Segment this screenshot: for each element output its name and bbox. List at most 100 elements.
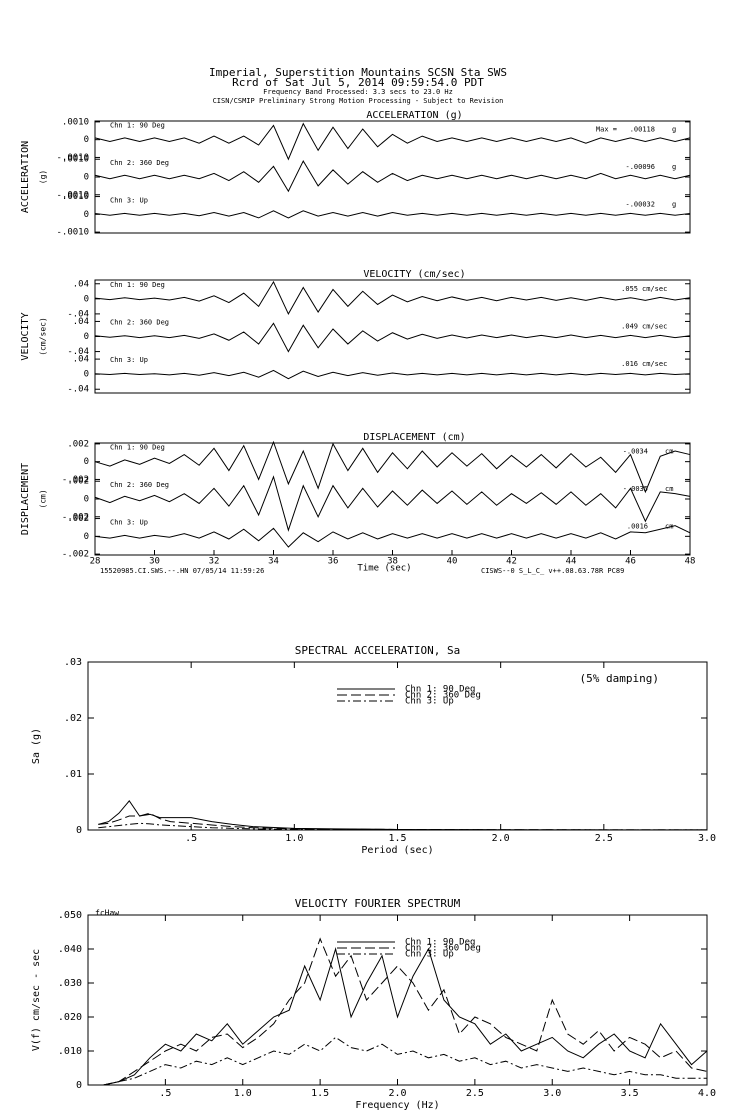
y-tick-label: 0 <box>84 532 89 542</box>
x-tick-label: 38 <box>387 557 398 567</box>
trace <box>94 210 691 219</box>
channel-label: Chn 1: 90 Deg <box>110 281 165 289</box>
legend-label: Chn 3: Up <box>405 950 454 960</box>
y-tick-label: .03 <box>64 657 82 668</box>
y-tick-label: -.002 <box>62 475 89 485</box>
peak-unit: g <box>672 126 676 134</box>
legend-label: Chn 2: 360 Deg <box>405 944 481 954</box>
x-tick-label: .5 <box>185 833 197 844</box>
panel-title: VELOCITY (cm/sec) <box>363 269 465 280</box>
peak-value: .016 <box>621 360 638 368</box>
header-line: Rcrd of Sat Jul 5, 2014 09:59:54.0 PDT <box>232 76 484 89</box>
x-tick-label: 30 <box>149 557 160 567</box>
x-tick-label: 34 <box>268 557 279 567</box>
x-tick-label: 40 <box>447 557 458 567</box>
y-tick-label: .002 <box>67 514 89 524</box>
peak-value: -.00096 <box>625 163 655 171</box>
peak-unit: cm/sec <box>642 323 667 331</box>
x-tick-label: .5 <box>159 1088 171 1099</box>
peak-value: -.0035 <box>623 485 648 493</box>
y-tick-label: 0 <box>84 294 89 304</box>
y-tick-label: -.002 <box>62 550 89 560</box>
y-tick-label: -.04 <box>67 385 89 395</box>
peak-unit: cm/sec <box>642 360 667 368</box>
trace <box>94 280 691 315</box>
y-tick-label: 0 <box>84 495 89 505</box>
unit-label: (cm/sec) <box>39 317 48 356</box>
x-tick-label: 32 <box>209 557 220 567</box>
y-tick-label: -.0010 <box>56 153 89 163</box>
y-tick-label: .010 <box>58 1046 82 1057</box>
channel-label: Chn 2: 360 Deg <box>110 159 169 167</box>
x-tick-label: 2.0 <box>388 1088 406 1099</box>
y-tick-label: .0010 <box>62 155 89 165</box>
y-tick-label: .002 <box>67 439 89 449</box>
peak-value: -.0034 <box>623 448 648 456</box>
y-tick-label: .04 <box>73 317 89 327</box>
x-tick-label: 1.0 <box>285 833 303 844</box>
y-tick-label: .040 <box>58 944 82 955</box>
x-tick-label: 42 <box>506 557 517 567</box>
peak-unit: cm <box>665 522 673 530</box>
x-tick-label: 1.0 <box>234 1088 252 1099</box>
y-tick-label: 0 <box>76 1080 82 1091</box>
x-axis-label: Time (sec) <box>357 564 411 574</box>
x-tick-label: 1.5 <box>311 1088 329 1099</box>
channel-label: Chn 1: 90 Deg <box>110 444 165 452</box>
corner-note: fcHaw <box>95 909 119 918</box>
y-tick-label: 0 <box>84 173 89 183</box>
x-tick-label: 3.5 <box>621 1088 639 1099</box>
x-tick-label: 48 <box>685 557 696 567</box>
footer-text: 15520985.CI.SWS.--.HN 07/05/14 11:59:26 <box>100 567 264 575</box>
y-tick-label: 0 <box>84 370 89 380</box>
y-tick-label: .050 <box>58 910 82 921</box>
channel-label: Chn 1: 90 Deg <box>110 122 165 130</box>
x-tick-label: 2.5 <box>595 833 613 844</box>
y-tick-label: 0 <box>76 825 82 836</box>
x-tick-label: 36 <box>328 557 339 567</box>
y-tick-label: .04 <box>73 355 89 365</box>
y-tick-label: 0 <box>84 135 89 145</box>
chart-title: SPECTRAL ACCELERATION, Sa <box>295 644 461 657</box>
y-tick-label: .04 <box>73 279 89 289</box>
x-tick-label: 3.0 <box>698 833 716 844</box>
x-tick-label: 2.5 <box>466 1088 484 1099</box>
peak-unit: cm/sec <box>642 285 667 293</box>
peak-value: .055 <box>621 285 638 293</box>
y-axis-label: Sa (g) <box>31 728 42 764</box>
legend-label: Chn 1: 90 Deg <box>405 685 475 695</box>
y-tick-label: 0 <box>84 332 89 342</box>
spectrum-line <box>103 1036 707 1086</box>
panel-title: DISPLACEMENT (cm) <box>363 432 465 443</box>
trace <box>94 475 691 532</box>
channel-label: Chn 3: Up <box>110 196 148 204</box>
annotation: (5% damping) <box>580 672 659 685</box>
peak-prefix: Max = <box>596 126 617 134</box>
legend-label: Chn 1: 90 Deg <box>405 938 475 948</box>
panel-title: ACCELERATION (g) <box>366 110 462 121</box>
y-tick-label: .0010 <box>62 117 89 127</box>
spectrum-line <box>103 947 708 1086</box>
trace <box>94 122 691 161</box>
trace <box>94 525 691 548</box>
peak-unit: g <box>672 200 676 208</box>
header-line: CISN/CSMIP Preliminary Strong Motion Pro… <box>213 97 504 105</box>
y-tick-label: -.04 <box>67 309 89 319</box>
peak-unit: g <box>672 163 676 171</box>
footer-text: CISWS--0 S_L_C_ v++.08.63.78R PC89 <box>481 567 624 575</box>
trace <box>94 322 691 353</box>
y-tick-label: .01 <box>64 769 82 780</box>
trace <box>94 159 691 193</box>
unit-label: (cm) <box>39 489 48 508</box>
peak-value: .00118 <box>630 126 655 134</box>
y-tick-label: .02 <box>64 713 82 724</box>
channel-label: Chn 3: Up <box>110 356 148 364</box>
x-tick-label: 3.0 <box>543 1088 561 1099</box>
x-tick-label: 28 <box>90 557 101 567</box>
header-line: Frequency Band Processed: 3.3 secs to 23… <box>263 88 453 96</box>
x-tick-label: 46 <box>625 557 636 567</box>
x-axis-label: Period (sec) <box>361 845 433 856</box>
x-tick-label: 44 <box>566 557 577 567</box>
legend-label: Chn 2: 360 Deg <box>405 691 481 701</box>
